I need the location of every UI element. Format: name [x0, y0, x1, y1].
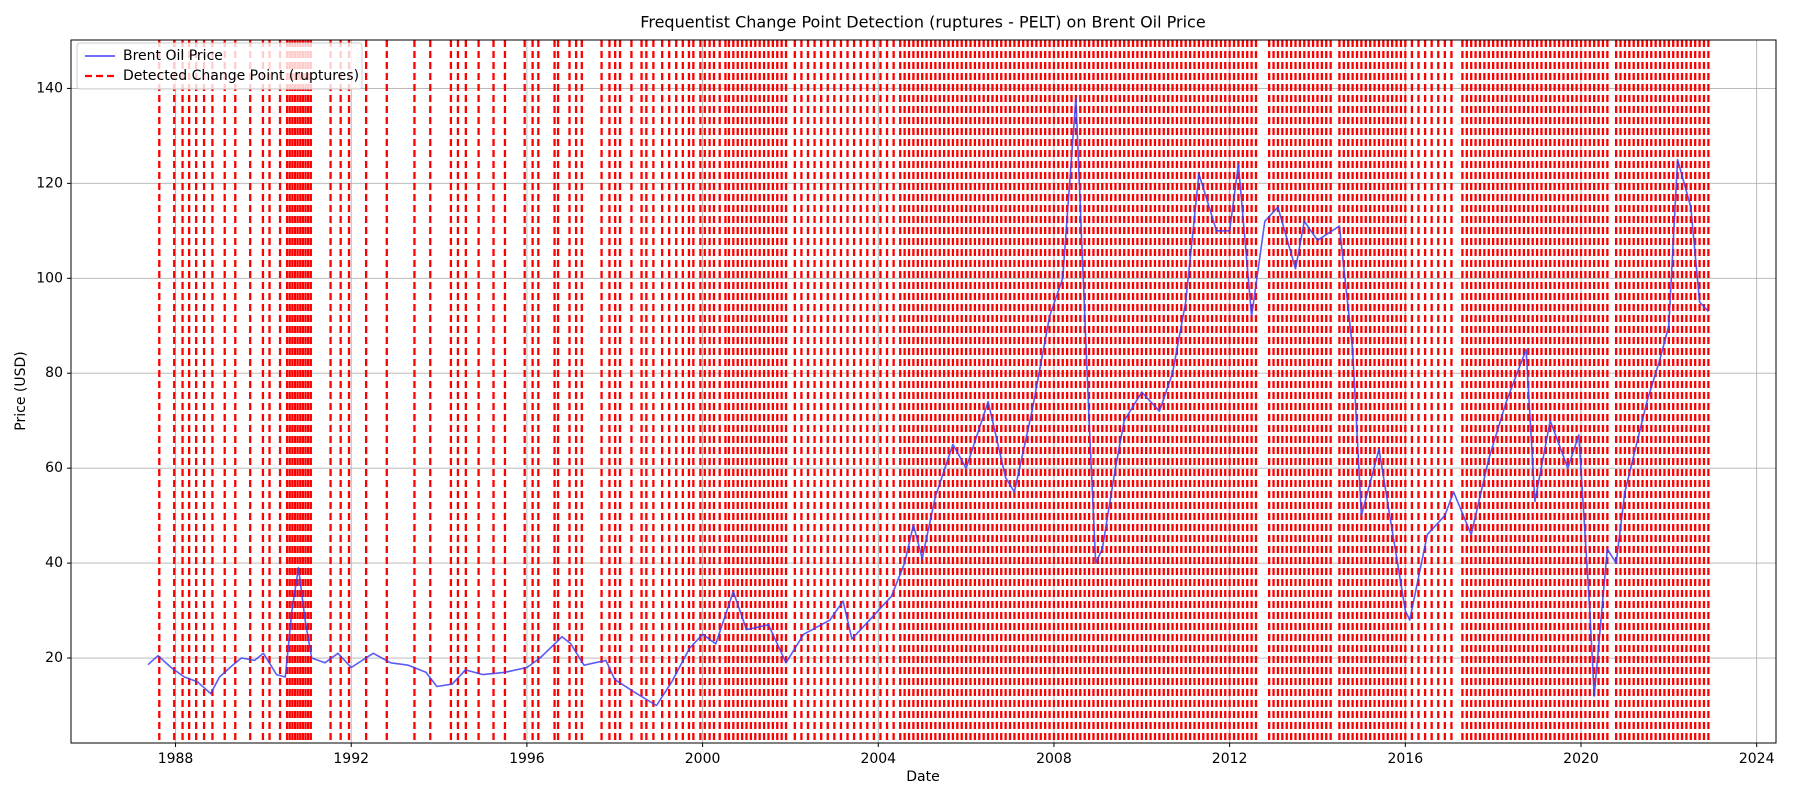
- y-tick-label: 40: [45, 555, 63, 571]
- x-tick-label: 2012: [1212, 751, 1248, 767]
- y-tick-label: 20: [45, 650, 63, 666]
- y-tick-label: 80: [45, 365, 63, 381]
- chart-title: Frequentist Change Point Detection (rupt…: [640, 13, 1205, 32]
- plot-frame: [70, 39, 1777, 744]
- x-tick-label: 2004: [860, 751, 896, 767]
- y-tick-label: 100: [36, 270, 63, 286]
- x-tick-label: 1992: [333, 751, 369, 767]
- legend-label: Brent Oil Price: [123, 48, 223, 64]
- x-tick-label: 2024: [1739, 751, 1775, 767]
- y-tick-label: 60: [45, 460, 63, 476]
- x-tick-label: 2000: [685, 751, 721, 767]
- x-tick-label: 2016: [1387, 751, 1423, 767]
- x-tick-label: 2020: [1563, 751, 1599, 767]
- x-tick-label: 1996: [509, 751, 545, 767]
- price-line: [147, 97, 1709, 707]
- x-tick-label: 2008: [1036, 751, 1072, 767]
- y-axis-label: Price (USD): [13, 351, 29, 430]
- y-tick-label: 120: [36, 175, 63, 191]
- y-tick-label: 140: [36, 80, 63, 96]
- x-axis-label: Date: [906, 769, 939, 785]
- x-tick-label: 1988: [158, 751, 194, 767]
- legend-label: Detected Change Point (ruptures): [123, 68, 359, 84]
- legend-box: [76, 42, 363, 90]
